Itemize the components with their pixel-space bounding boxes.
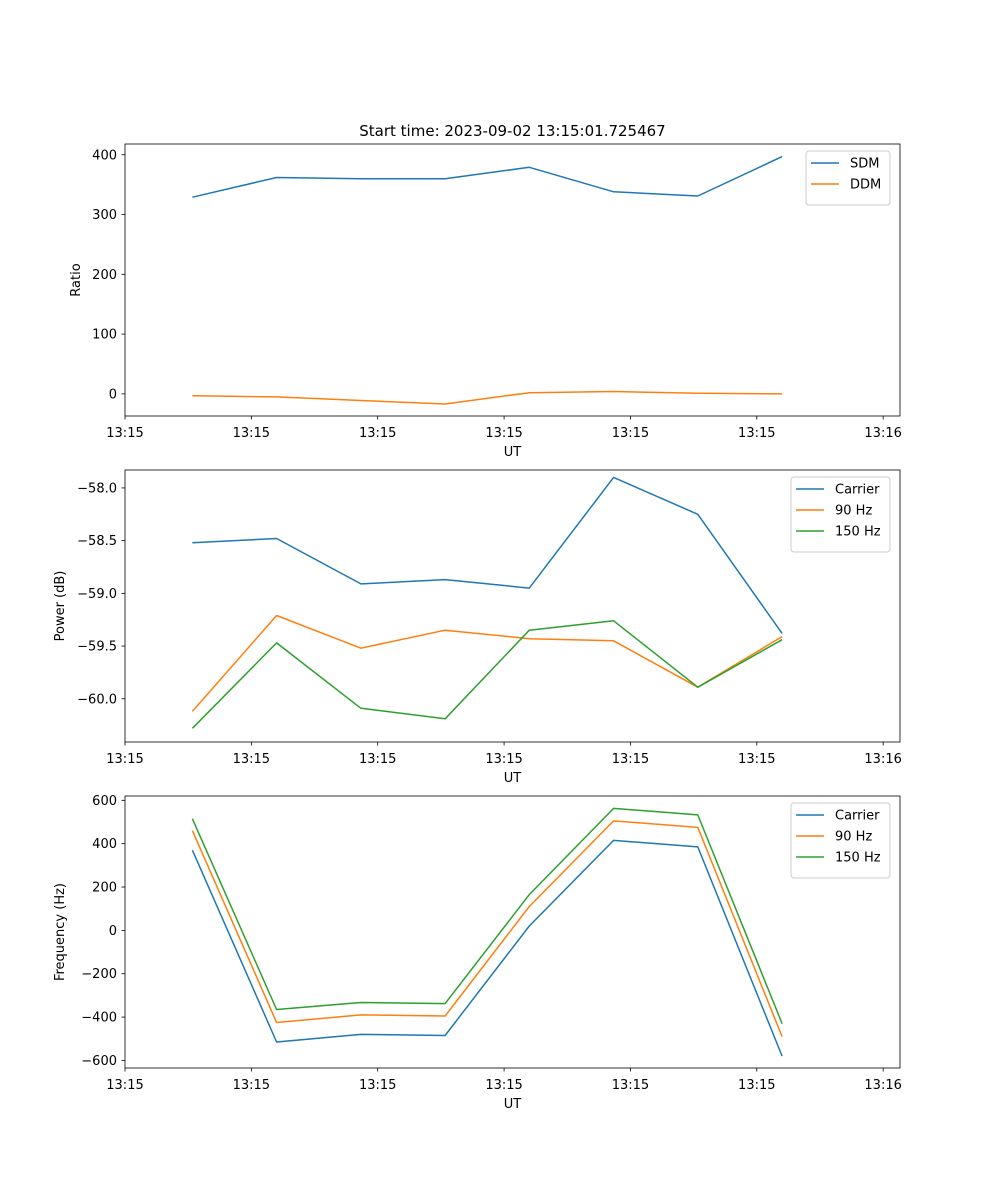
x-tick-label: 13:16: [864, 1078, 901, 1093]
series-line-sdm: [192, 155, 783, 198]
chart-title: Start time: 2023-09-02 13:15:01.725467: [359, 122, 665, 140]
y-tick-label: 400: [92, 837, 117, 852]
legend: Carrier 90 Hz 150 Hz: [790, 476, 891, 553]
x-tick-label: 13:16: [864, 426, 901, 441]
x-tick-label: 13:15: [612, 426, 649, 441]
x-tick-label: 13:15: [485, 752, 522, 767]
legend-box: [790, 476, 891, 553]
y-tick-label: −58.0: [77, 481, 117, 496]
legend: SDM DDM: [805, 150, 891, 206]
x-tick-label: 13:15: [359, 752, 396, 767]
chart-panel-1: 13:15 13:15 13:15 13:15 13:15 13:15 13:16 0 100 2…: [69, 143, 902, 460]
y-tick-label: −59.0: [77, 587, 117, 602]
legend-label: 150 Hz: [835, 525, 881, 540]
x-tick-label: 13:15: [106, 1078, 143, 1093]
series-line-carrier: [192, 476, 783, 634]
axes-frame: [124, 469, 901, 743]
y-tick-label: 100: [92, 328, 117, 343]
y-axis-label: Frequency (Hz): [53, 883, 68, 981]
axes-frame: [124, 143, 901, 417]
x-tick-label: 13:15: [233, 1078, 270, 1093]
x-tick-label: 13:15: [359, 1078, 396, 1093]
series-line-150-hz: [191, 807, 783, 1024]
y-tick-label: −58.5: [77, 534, 117, 549]
x-tick-label: 13:15: [233, 426, 270, 441]
y-tick-label: 300: [92, 208, 117, 223]
y-tick-label: −400: [81, 1011, 117, 1026]
series-line-150-hz: [191, 620, 783, 729]
x-axis-label: UT: [504, 445, 522, 460]
x-tick-label: 13:15: [106, 752, 143, 767]
legend-label: 90 Hz: [835, 830, 872, 845]
y-axis-label: Power (dB): [53, 571, 68, 642]
x-tick-label: 13:15: [106, 426, 143, 441]
legend-label: 90 Hz: [835, 504, 872, 519]
y-tick-label: −600: [81, 1054, 117, 1069]
x-tick-label: 13:15: [738, 426, 775, 441]
y-tick-label: 200: [92, 881, 117, 896]
legend-label: 150 Hz: [835, 851, 881, 866]
y-tick-label: 200: [92, 268, 117, 283]
y-tick-label: 0: [109, 924, 117, 939]
x-axis-label: UT: [504, 771, 522, 786]
x-tick-label: 13:15: [233, 752, 270, 767]
y-tick-label: 0: [109, 387, 117, 402]
y-tick-label: −200: [81, 967, 117, 982]
legend-box: [805, 150, 891, 206]
x-tick-label: 13:15: [738, 1078, 775, 1093]
series-line-90-hz: [191, 614, 783, 712]
series-line-90-hz: [191, 820, 783, 1037]
y-tick-label: −59.5: [77, 640, 117, 655]
x-tick-label: 13:15: [359, 426, 396, 441]
x-tick-label: 13:15: [738, 752, 775, 767]
legend-label: DDM: [850, 178, 881, 193]
legend-label: Carrier: [835, 483, 880, 498]
axes-frame: [124, 795, 901, 1069]
y-axis-label: Ratio: [69, 263, 84, 296]
series-line-ddm: [192, 390, 783, 405]
y-tick-label: −60.0: [77, 692, 117, 707]
chart-panel-2: 13:15 13:15 13:15 13:15 13:15 13:15 13:16 −60.0…: [53, 469, 902, 786]
y-tick-label: 600: [92, 794, 117, 809]
x-tick-label: 13:15: [485, 1078, 522, 1093]
y-tick-label: 400: [92, 148, 117, 163]
x-tick-label: 13:15: [485, 426, 522, 441]
legend: Carrier 90 Hz 150 Hz: [790, 802, 891, 879]
series-line-carrier: [191, 839, 783, 1057]
legend-label: SDM: [850, 157, 879, 172]
legend-label: Carrier: [835, 809, 880, 824]
chart-panel-3: 13:15 13:15 13:15 13:15 13:15 13:15 13:16 −600 −…: [53, 794, 902, 1112]
legend-box: [790, 802, 891, 879]
x-tick-label: 13:15: [612, 752, 649, 767]
x-tick-label: 13:15: [612, 1078, 649, 1093]
x-tick-label: 13:16: [864, 752, 901, 767]
x-axis-label: UT: [504, 1097, 522, 1112]
